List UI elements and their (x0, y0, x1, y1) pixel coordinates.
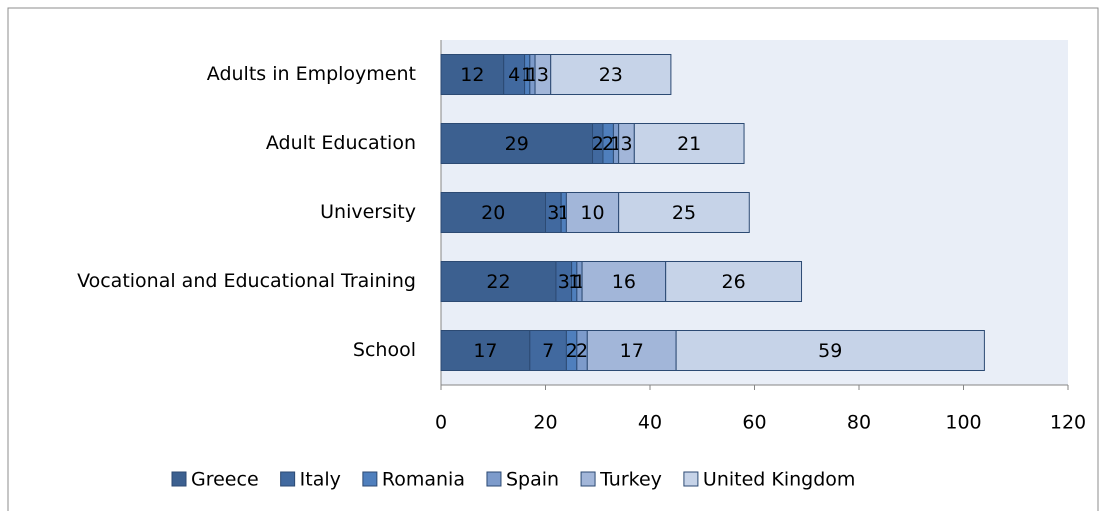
data-label: 26 (722, 271, 746, 293)
data-label: 4 (508, 64, 520, 86)
legend-swatch (362, 471, 378, 487)
legend-label: Italy (300, 469, 341, 491)
data-label: 7 (542, 340, 554, 362)
data-label: 2 (602, 133, 614, 155)
x-tick-label: 80 (847, 412, 871, 434)
bar-segment (665, 261, 803, 302)
legend-label: Romania (382, 469, 465, 491)
data-label: 2 (576, 340, 588, 362)
data-label: 16 (612, 271, 636, 293)
legend-label: Turkey (599, 469, 662, 491)
legend-label: Greece (191, 469, 259, 491)
legend-label: Spain (506, 469, 559, 491)
bar-segment (586, 330, 677, 371)
x-tick-label: 40 (638, 412, 662, 434)
y-tick-label: Vocational and Educational Training (77, 270, 416, 292)
bar-segment (633, 123, 745, 164)
data-label: 3 (537, 64, 549, 86)
data-label: 3 (558, 271, 570, 293)
data-label: 23 (599, 64, 623, 86)
data-label: 22 (486, 271, 510, 293)
data-label: 21 (677, 133, 701, 155)
data-label: 25 (672, 202, 696, 224)
data-label: 2 (566, 340, 578, 362)
legend-swatch (683, 471, 699, 487)
data-label: 20 (481, 202, 505, 224)
data-label: 59 (818, 340, 842, 362)
y-tick-label: Adults in Employment (207, 63, 416, 85)
bar-segment (440, 330, 531, 371)
x-tick-label: 0 (435, 412, 447, 434)
bar-segment (618, 192, 750, 233)
data-label: 29 (505, 133, 529, 155)
data-label: 12 (460, 64, 484, 86)
bar-segment (581, 261, 667, 302)
legend-swatch (486, 471, 502, 487)
y-tick-label: Adult Education (266, 132, 416, 154)
x-tick-label: 100 (945, 412, 981, 434)
x-tick-label: 120 (1050, 412, 1086, 434)
legend-swatch (171, 471, 187, 487)
bar-segment (440, 192, 546, 233)
y-tick-label: University (320, 201, 416, 223)
data-label: 17 (620, 340, 644, 362)
bar-segment (565, 192, 620, 233)
x-tick-label: 20 (533, 412, 557, 434)
bar-segment (550, 54, 672, 95)
y-tick-label: School (353, 339, 416, 361)
data-label: 17 (473, 340, 497, 362)
data-label: 3 (547, 202, 559, 224)
data-label: 2 (592, 133, 604, 155)
legend-swatch (580, 471, 596, 487)
bar-segment (440, 54, 505, 95)
legend-label: United Kingdom (703, 469, 856, 491)
bar-segment (529, 330, 567, 371)
bar-segment (675, 330, 985, 371)
x-tick-label: 60 (742, 412, 766, 434)
data-label: 3 (620, 133, 632, 155)
legend-swatch (280, 471, 296, 487)
data-label: 10 (580, 202, 604, 224)
